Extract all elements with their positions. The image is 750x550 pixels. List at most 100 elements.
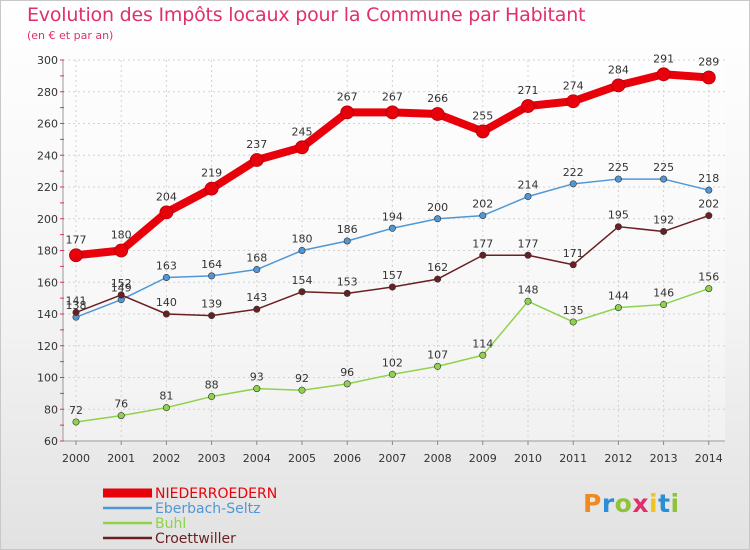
x-tick-label: 2001: [107, 452, 135, 465]
data-label: 195: [608, 209, 629, 222]
y-tick-label: 140: [37, 308, 58, 321]
data-label: 138: [66, 299, 87, 312]
data-labels: 138 149 163 164 168 180 186 194 200 202 214 222 225 2…: [66, 52, 720, 417]
data-point: [69, 248, 83, 263]
data-point: [701, 70, 716, 85]
data-point: [614, 223, 622, 231]
data-label: 168: [246, 252, 267, 265]
data-point: [162, 404, 170, 412]
data-label: 141: [66, 294, 87, 307]
data-point: [340, 105, 355, 120]
data-label: 139: [201, 298, 222, 311]
data-label: 177: [472, 237, 493, 250]
x-tick-label: 2011: [559, 452, 587, 465]
data-label: 291: [653, 52, 674, 65]
data-label: 180: [111, 229, 132, 242]
x-tick-label: 2013: [650, 452, 678, 465]
x-tick-label: 2014: [695, 452, 723, 465]
y-tick-label: 260: [37, 118, 58, 131]
data-point: [343, 380, 351, 388]
y-tick-label: 300: [37, 54, 58, 67]
data-point: [479, 251, 487, 259]
data-label: 245: [292, 125, 313, 138]
data-label: 143: [246, 291, 267, 304]
data-point: [479, 212, 487, 220]
x-tick-label: 2000: [62, 452, 90, 465]
data-point: [705, 212, 713, 220]
y-tick-label: 280: [37, 86, 58, 99]
data-label: 177: [66, 233, 87, 246]
data-label: 76: [114, 398, 128, 411]
data-label: 157: [382, 269, 403, 282]
data-label: 225: [608, 161, 629, 174]
data-label: 154: [292, 274, 313, 287]
data-point: [656, 67, 671, 82]
x-tick-label: 2003: [198, 452, 226, 465]
legend-label: Croettwiller: [155, 531, 236, 547]
data-point: [660, 175, 668, 183]
data-label: 177: [518, 237, 539, 250]
data-point: [298, 288, 306, 296]
x-tick-label: 2008: [424, 452, 452, 465]
grid: [63, 59, 725, 442]
data-label: 204: [156, 190, 177, 203]
data-label: 267: [337, 90, 358, 103]
data-label: 72: [69, 404, 83, 417]
data-label: 102: [382, 356, 403, 369]
data-point: [569, 261, 577, 269]
legend-label: NIEDERROEDERN: [155, 486, 277, 502]
data-point: [253, 266, 261, 274]
data-label: 274: [563, 79, 584, 92]
data-label: 114: [472, 337, 493, 350]
data-label: 146: [653, 286, 674, 299]
data-label: 162: [427, 261, 448, 274]
data-point: [660, 300, 668, 308]
legend-label: Eberbach-Seltz: [155, 501, 260, 517]
data-label: 149: [111, 282, 132, 295]
data-label: 180: [292, 233, 313, 246]
data-label: 271: [518, 84, 539, 97]
series-croettwiller: [72, 212, 713, 320]
logo-letter: r: [601, 489, 615, 518]
data-label: 144: [608, 290, 629, 303]
logo-letter: i: [649, 489, 659, 518]
data-point: [614, 304, 622, 312]
data-point: [298, 247, 306, 255]
data-label: 225: [653, 161, 674, 174]
series-niederroedern: [69, 67, 716, 263]
data-point: [72, 308, 80, 316]
data-point: [434, 362, 442, 370]
x-tick-label: 2007: [378, 452, 406, 465]
legend: NIEDERROEDERNEberbach-SeltzBuhlCroettwil…: [103, 486, 277, 547]
data-label: 81: [159, 390, 173, 403]
data-point: [569, 180, 577, 188]
data-label: 107: [427, 348, 448, 361]
data-point: [524, 297, 532, 305]
data-label: 186: [337, 223, 358, 236]
x-tick-label: 2006: [333, 452, 361, 465]
data-point: [388, 224, 396, 232]
data-label: 93: [250, 371, 264, 384]
data-label: 135: [563, 304, 584, 317]
data-point: [343, 289, 351, 297]
data-label: 153: [337, 275, 358, 288]
data-point: [705, 186, 713, 194]
data-label: 222: [563, 166, 584, 179]
series-buhl: [72, 285, 713, 426]
y-tick-label: 120: [37, 340, 58, 353]
data-point: [705, 285, 713, 293]
data-label: 237: [246, 138, 267, 151]
x-tick-label: 2004: [243, 452, 271, 465]
data-label: 171: [563, 247, 584, 260]
data-point: [524, 193, 532, 201]
data-label: 194: [382, 210, 403, 223]
data-point: [117, 412, 125, 420]
data-point: [524, 251, 532, 259]
logo-letter: i: [670, 489, 680, 518]
data-point: [204, 181, 219, 196]
axes: 60 80 100 120 140 160 180 200 220 240 260 280 300 200…: [37, 54, 725, 465]
chart-title: Evolution des Impôts locaux pour la Comm…: [27, 4, 586, 26]
y-tick-label: 160: [37, 276, 58, 289]
data-point: [388, 283, 396, 291]
data-point: [385, 105, 400, 120]
